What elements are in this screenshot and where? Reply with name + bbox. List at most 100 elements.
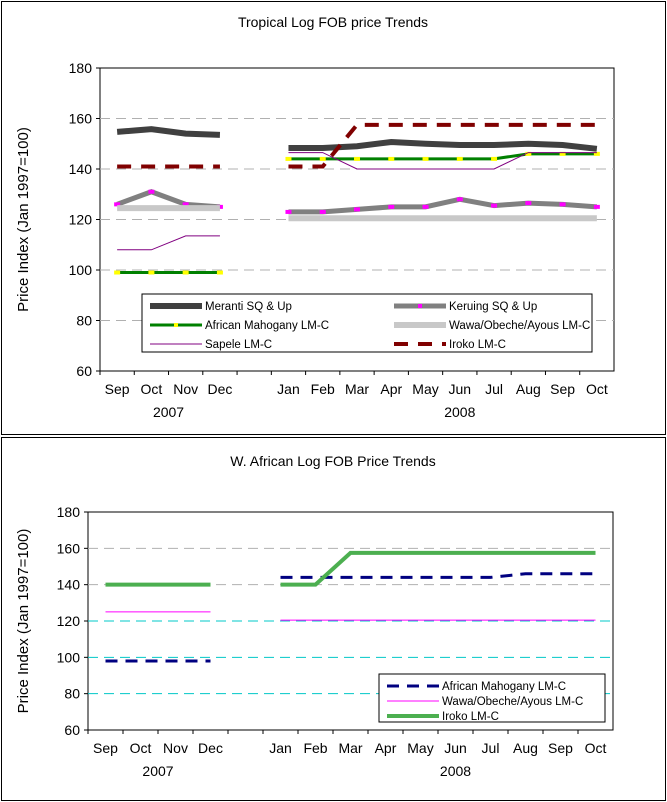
- x-tick-label: Oct: [586, 381, 608, 397]
- data-point-marker: [593, 151, 600, 156]
- y-axis-label: Price Index (Jan 1997=100): [15, 127, 32, 312]
- x-tick-label: May: [407, 740, 433, 756]
- data-point-marker: [388, 204, 395, 209]
- legend-marker: [418, 304, 422, 308]
- chart-w-african-log-panel: W. African Log FOB Price Trends 60 80 100 12…: [1, 437, 666, 801]
- data-point-marker: [285, 209, 292, 214]
- x-tick-label: Oct: [141, 381, 163, 397]
- y-tick-label: 180: [69, 60, 93, 76]
- x-tick-label: Aug: [513, 740, 538, 756]
- legend: [141, 293, 593, 353]
- data-point-marker: [114, 202, 121, 207]
- chart-title: Tropical Log FOB price Trends: [238, 14, 428, 30]
- x-tick-label: Sep: [93, 740, 118, 756]
- series-line-0: [116, 126, 221, 138]
- data-point-marker: [148, 270, 155, 275]
- year-label: 2008: [440, 763, 471, 779]
- x-tick-label: Nov: [173, 381, 198, 397]
- data-point-marker: [422, 156, 429, 161]
- x-tick-label: Jun: [449, 381, 472, 397]
- y-tick-label: 60: [76, 363, 92, 379]
- chart-tropical-log: Tropical Log FOB price Trends 60 80 100 120 1…: [15, 14, 615, 420]
- y-tick-label: 100: [69, 262, 93, 278]
- data-point-marker: [593, 204, 600, 209]
- y-tick-label: 120: [57, 613, 81, 629]
- data-point-marker: [559, 202, 566, 207]
- x-tick-label: Apr: [380, 381, 402, 397]
- legend-label: African Mahogany LM-C: [205, 320, 329, 332]
- data-point-marker: [182, 202, 189, 207]
- data-point-marker: [182, 270, 189, 275]
- x-tick-label: Sep: [550, 381, 575, 397]
- data-point-marker: [456, 197, 463, 202]
- x-tick-label: Jul: [485, 381, 503, 397]
- data-point-marker: [114, 270, 121, 275]
- y-tick-label: 100: [57, 649, 81, 665]
- y-axis-label: Price Index (Jan 1997=100): [15, 529, 32, 714]
- y-tick-label: 80: [64, 686, 80, 702]
- data-point-marker: [422, 204, 429, 209]
- legend-label: Iroko LM-C: [449, 339, 506, 351]
- x-tick-label: Sep: [548, 740, 573, 756]
- y-tick-label: 180: [57, 504, 81, 520]
- x-tick-label: Apr: [375, 740, 397, 756]
- x-tick-label: Mar: [338, 740, 362, 756]
- x-tick-label: Feb: [303, 740, 327, 756]
- chart-title: W. African Log FOB Price Trends: [230, 453, 435, 469]
- year-label: 2007: [142, 763, 173, 779]
- data-point-marker: [456, 156, 463, 161]
- y-tick-label: 60: [64, 722, 80, 738]
- x-tick-label: Mar: [345, 381, 369, 397]
- y-tick-label: 160: [69, 111, 93, 127]
- legend-label: Keruing SQ & Up: [449, 301, 537, 313]
- y-tick-label: 80: [76, 313, 92, 329]
- x-tick-label: Feb: [311, 381, 335, 397]
- series-line-1: [288, 196, 598, 215]
- legend-marker: [174, 323, 178, 327]
- x-tick-label: Jun: [444, 740, 467, 756]
- data-point-marker: [388, 156, 395, 161]
- series-line-4: [117, 235, 220, 251]
- data-point-marker: [559, 151, 566, 156]
- data-point-marker: [319, 209, 326, 214]
- data-point-marker: [525, 201, 532, 206]
- year-label: 2007: [153, 404, 184, 420]
- data-point-marker: [491, 203, 498, 208]
- year-label: 2008: [444, 404, 475, 420]
- data-point-marker: [216, 270, 223, 275]
- legend-label: Wawa/Obeche/Ayous LM-C: [442, 696, 583, 708]
- series-line-0: [288, 138, 598, 152]
- data-point-marker: [354, 207, 360, 212]
- data-point-marker: [285, 156, 292, 161]
- x-tick-label: Dec: [207, 381, 232, 397]
- x-tick-label: Jan: [269, 740, 292, 756]
- x-tick-label: May: [412, 381, 438, 397]
- legend-label: Wawa/Obeche/Ayous LM-C: [449, 320, 590, 332]
- legend-label: Meranti SQ & Up: [205, 301, 292, 313]
- y-tick-label: 120: [69, 212, 93, 228]
- y-tick-label: 140: [69, 161, 93, 177]
- x-tick-label: Sep: [105, 381, 130, 397]
- chart-w-african-log: W. African Log FOB Price Trends 60 80 100 12…: [15, 453, 614, 779]
- series-line-2: [288, 152, 597, 161]
- series-line-5: [288, 122, 597, 169]
- x-tick-label: Aug: [516, 381, 541, 397]
- data-point-marker: [319, 156, 326, 161]
- y-tick-label: 160: [57, 540, 81, 556]
- x-tick-label: Jan: [277, 381, 300, 397]
- data-point-marker: [491, 156, 498, 161]
- chart-tropical-log-panel: Tropical Log FOB price Trends 60 80 100 120 1…: [1, 1, 666, 435]
- legend-label: African Mahogany LM-C: [442, 681, 566, 693]
- x-tick-label: Jul: [482, 740, 500, 756]
- series-line-1: [116, 189, 221, 210]
- x-tick-label: Oct: [130, 740, 152, 756]
- series-line-2: [280, 550, 596, 587]
- data-point-marker: [148, 189, 155, 194]
- x-tick-label: Dec: [198, 740, 223, 756]
- x-tick-label: Oct: [585, 740, 607, 756]
- data-point-marker: [525, 151, 532, 156]
- series-line-4: [288, 152, 597, 170]
- y-tick-label: 140: [57, 577, 81, 593]
- legend-label: Iroko LM-C: [442, 711, 499, 723]
